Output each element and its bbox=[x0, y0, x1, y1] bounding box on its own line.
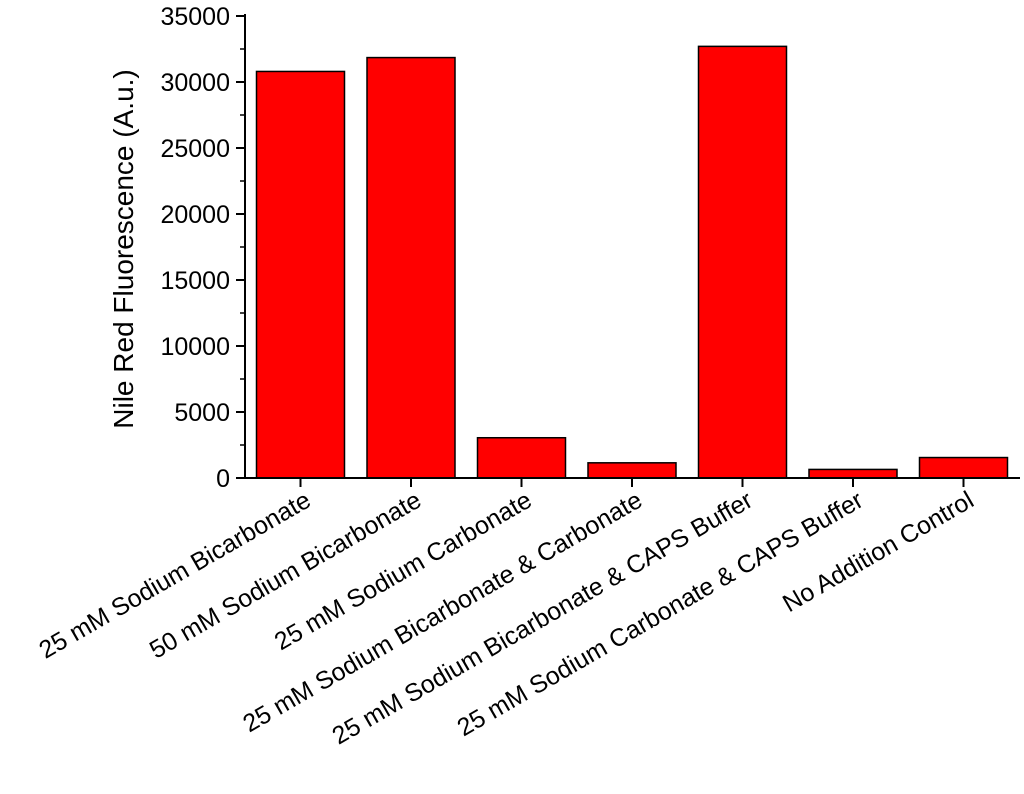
bar-2 bbox=[366, 56, 456, 479]
bar-7 bbox=[918, 456, 1009, 479]
y-tick-label: 15000 bbox=[160, 267, 230, 295]
y-ticks: 0 5000 10000 15000 20000 25000 30000 35000 bbox=[160, 3, 245, 493]
bar-4 bbox=[587, 462, 677, 479]
x-category-label: 25 mM Sodium Bicarbonate & Carbonate bbox=[238, 486, 647, 738]
x-category-label: No Addition Control bbox=[778, 486, 979, 618]
y-tick-label: 5000 bbox=[174, 399, 230, 427]
y-tick-label: 30000 bbox=[160, 69, 230, 97]
y-axis-title: Nile Red Fluorescence (A.u.) bbox=[108, 69, 139, 428]
bar-1 bbox=[255, 70, 346, 479]
y-tick-label: 20000 bbox=[160, 201, 230, 229]
y-tick-label: 0 bbox=[216, 465, 230, 493]
bars bbox=[255, 45, 1009, 479]
x-category-label: 25 mM Sodium Carbonate & CAPS Buffer bbox=[452, 486, 868, 742]
bar-6 bbox=[808, 468, 898, 479]
bar-5 bbox=[697, 45, 788, 479]
y-tick-label: 25000 bbox=[160, 135, 230, 163]
y-tick-label: 10000 bbox=[160, 333, 230, 361]
bar-3 bbox=[476, 436, 567, 479]
y-tick-label: 35000 bbox=[160, 3, 230, 31]
axes bbox=[244, 14, 1020, 479]
